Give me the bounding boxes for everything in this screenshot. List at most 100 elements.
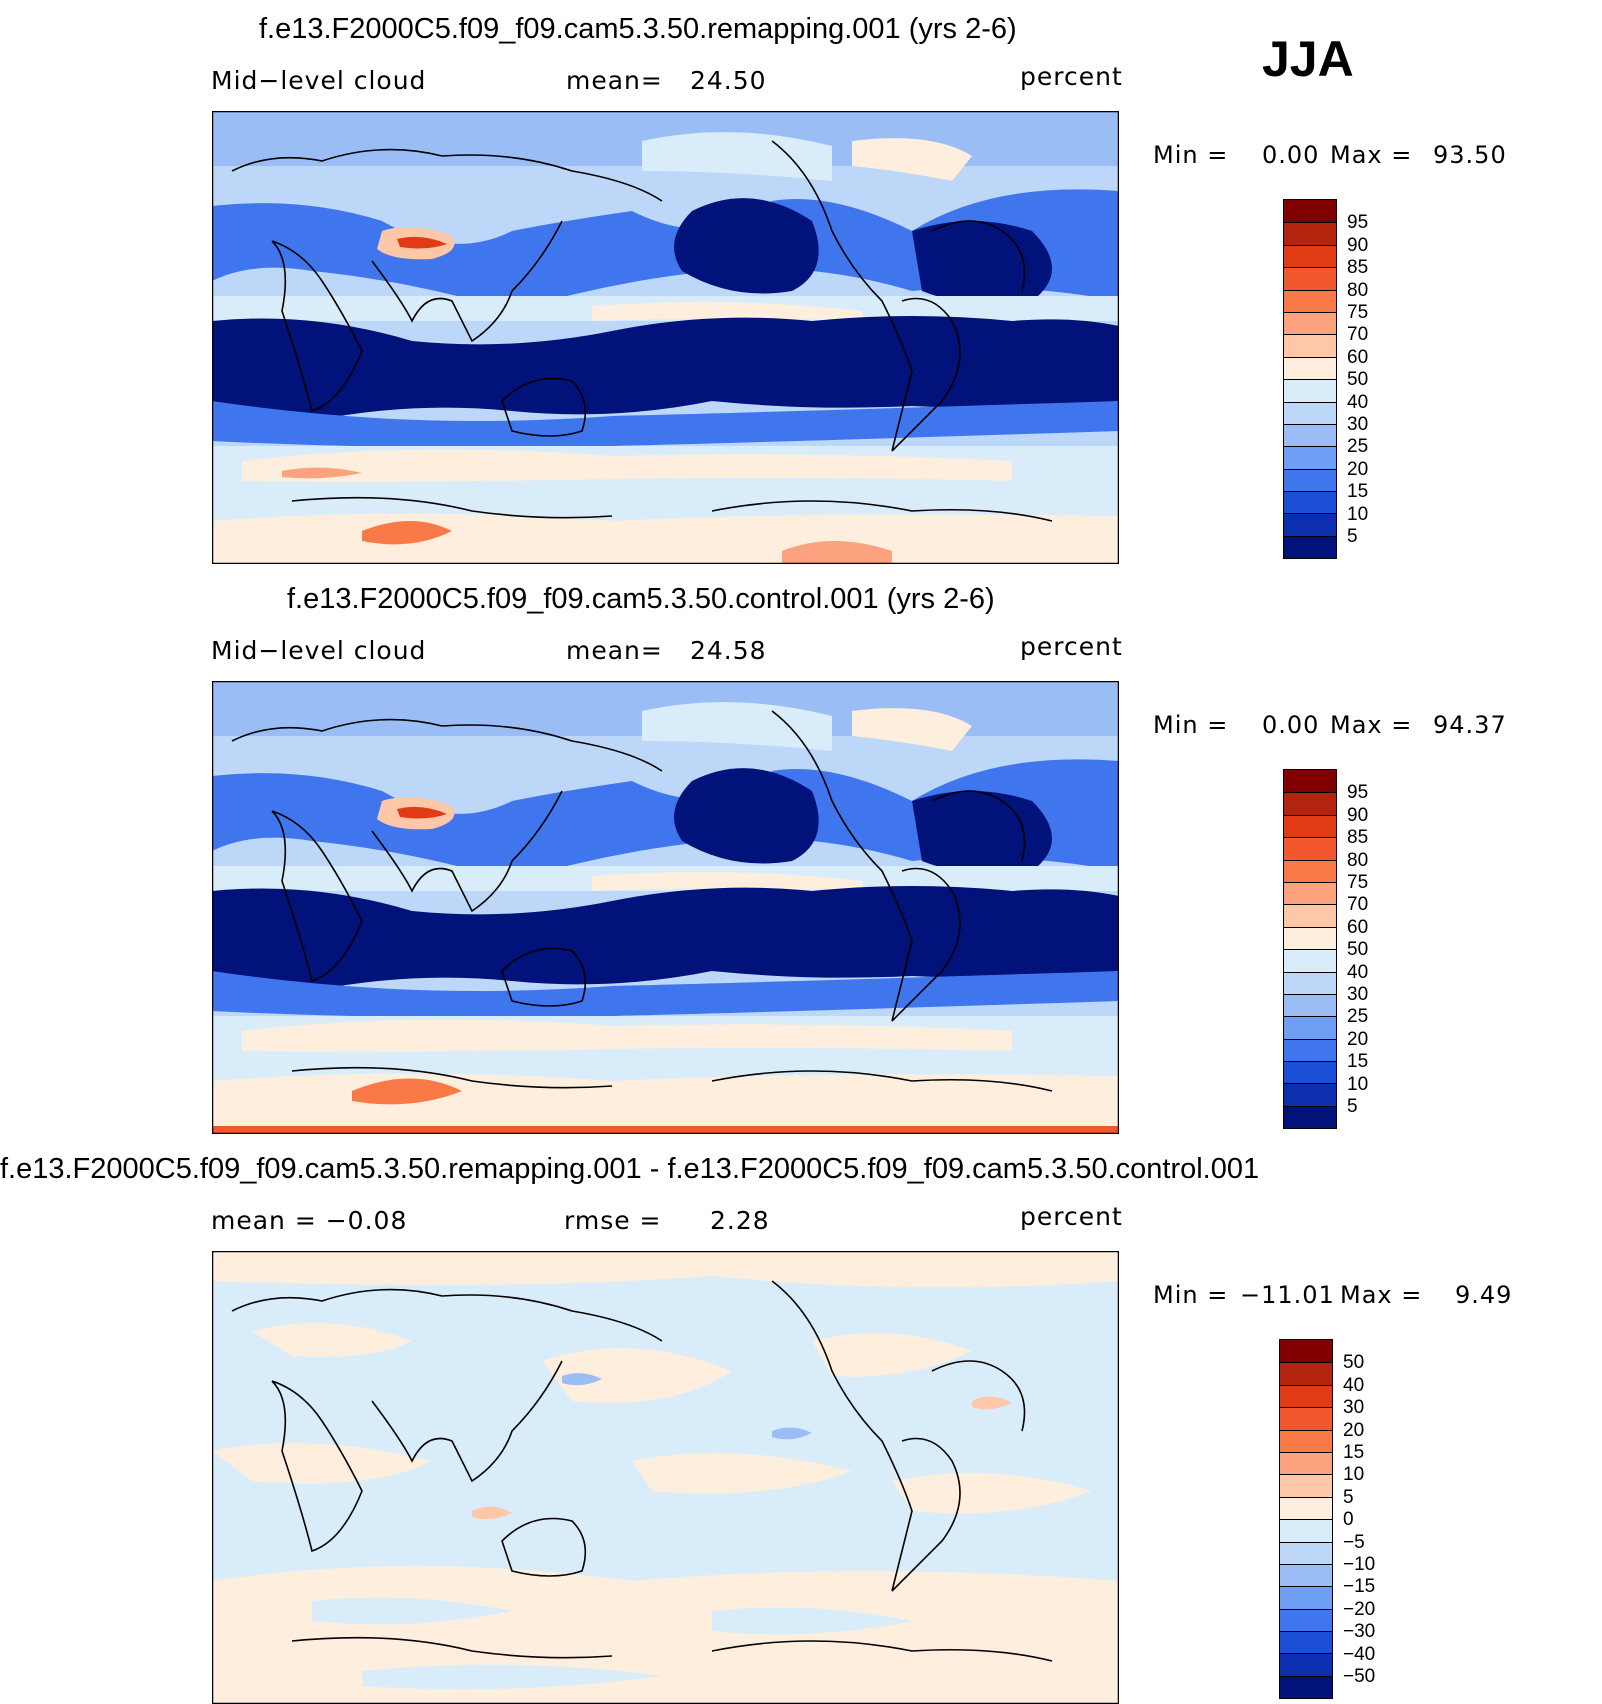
colorbar-swatch (1284, 244, 1336, 268)
colorbar-swatch (1284, 356, 1336, 380)
colorbar-tick-label: 50 (1347, 939, 1369, 961)
season-label: JJA (1262, 31, 1354, 87)
units-label: percent (1020, 1202, 1123, 1231)
colorbar-swatch (1284, 993, 1336, 1017)
colorbar-tick-label: 15 (1347, 1051, 1369, 1073)
max-value: 93.50 (1433, 141, 1507, 169)
colorbar-tick-label: −50 (1343, 1666, 1376, 1687)
colorbar-tick-label: 70 (1347, 324, 1369, 346)
panel-title: f.e13.F2000C5.f09_f09.cam5.3.50.control.… (287, 583, 995, 615)
colorbar-tick-label: 25 (1347, 436, 1369, 458)
mean-label: mean= (566, 636, 663, 665)
colorbar-tick-label: 50 (1347, 369, 1369, 391)
max-value: 94.37 (1433, 711, 1507, 739)
colorbar-tick-label: 20 (1347, 1028, 1369, 1050)
colorbar-tick-label: 10 (1347, 503, 1369, 525)
mean-label: mean= (566, 66, 663, 95)
max-label: Max = (1330, 141, 1413, 169)
colorbar-swatch (1284, 837, 1336, 860)
colorbar-swatch (1284, 949, 1336, 972)
colorbar-tick-label: 5 (1347, 1096, 1358, 1117)
colorbar-swatch (1280, 1608, 1332, 1632)
colorbar-tick-label: −20 (1343, 1598, 1376, 1620)
colorbar-swatch (1280, 1586, 1332, 1609)
colorbar-tick-label: 85 (1347, 257, 1369, 279)
mean-value: 24.58 (690, 636, 767, 665)
colorbar-tick-label: 40 (1347, 961, 1369, 983)
colorbar-swatch (1280, 1496, 1332, 1520)
colorbar-swatch (1284, 468, 1336, 492)
colorbar-swatch (1280, 1362, 1332, 1385)
colorbar-tick-label: 15 (1343, 1442, 1365, 1463)
colorbar-swatch (1280, 1429, 1332, 1452)
min-value: 0.00 (1262, 141, 1320, 169)
variable-label: Mid−level cloud (211, 66, 427, 95)
colorbar-tick-label: 40 (1347, 391, 1369, 413)
colorbar-swatch (1284, 289, 1336, 312)
colorbar-tick-label: 0 (1343, 1509, 1354, 1531)
colorbar-swatch (1280, 1519, 1332, 1542)
colorbar-tick-label: 75 (1347, 302, 1369, 323)
colorbar-swatch (1284, 926, 1336, 950)
colorbar-swatch (1284, 904, 1336, 927)
max-label: Max = (1340, 1281, 1423, 1309)
colorbar-tick-label: 85 (1347, 827, 1369, 849)
mean-value: 24.50 (690, 66, 767, 95)
colorbar-swatch (1284, 200, 1336, 223)
colorbar-swatch (1284, 401, 1336, 424)
colorbar-tick-label: −5 (1343, 1531, 1365, 1553)
colorbar-swatch (1284, 379, 1336, 402)
map-difference (212, 1251, 1119, 1704)
colorbar-tick-label: 80 (1347, 279, 1369, 301)
map-control (212, 681, 1119, 1134)
panel-title: f.e13.F2000C5.f09_f09.cam5.3.50.remappin… (0, 1153, 1260, 1185)
colorbar-swatch (1280, 1675, 1332, 1699)
units-label: percent (1020, 62, 1123, 91)
max-value: 9.49 (1455, 1281, 1513, 1309)
colorbar-tick-label: 60 (1347, 916, 1369, 938)
colorbar-swatch (1280, 1653, 1332, 1676)
colorbar-swatch (1284, 535, 1336, 559)
rmse-value: 2.28 (710, 1206, 770, 1235)
colorbar-swatches (1283, 199, 1337, 560)
colorbar-swatch (1284, 423, 1336, 447)
colorbar-tick-label: 75 (1347, 872, 1369, 893)
colorbar-tick-label: 90 (1347, 804, 1369, 826)
colorbar-tick-label: 50 (1343, 1352, 1365, 1374)
colorbar-swatch (1284, 770, 1336, 793)
map-remapping (212, 111, 1119, 564)
colorbar-swatch (1284, 446, 1336, 469)
colorbar-tick-label: 60 (1347, 346, 1369, 368)
colorbar-swatch (1284, 1083, 1336, 1106)
max-label: Max = (1330, 711, 1413, 739)
min-label: Min = (1153, 711, 1229, 739)
mean-label: mean = −0.08 (211, 1206, 408, 1235)
colorbar-tick-label: 80 (1347, 849, 1369, 871)
colorbar-tick-label: 15 (1347, 481, 1369, 503)
colorbar-swatch (1284, 1016, 1336, 1039)
colorbar-swatch (1280, 1340, 1332, 1363)
colorbar-swatch (1284, 222, 1336, 245)
min-label: Min = (1153, 141, 1229, 169)
units-label: percent (1020, 632, 1123, 661)
colorbar-tick-label: 30 (1343, 1397, 1365, 1419)
colorbar-swatches (1283, 769, 1337, 1130)
colorbar-tick-label: 20 (1343, 1419, 1365, 1441)
colorbar-swatch (1280, 1631, 1332, 1654)
min-value: −11.01 (1240, 1281, 1335, 1309)
colorbar-tick-label: 30 (1347, 984, 1369, 1005)
colorbar-tick-label: 70 (1347, 894, 1369, 916)
colorbar-tick-label: 5 (1343, 1486, 1354, 1508)
colorbar-tick-label: −30 (1343, 1621, 1376, 1643)
colorbar-tick-label: 30 (1347, 414, 1369, 435)
min-value: 0.00 (1262, 711, 1320, 739)
colorbar-swatches (1279, 1339, 1333, 1700)
colorbar-swatch (1284, 513, 1336, 536)
colorbar-swatch (1284, 1038, 1336, 1062)
colorbar-swatch (1284, 491, 1336, 514)
colorbar-swatch (1280, 1541, 1332, 1564)
colorbar-swatch (1280, 1407, 1332, 1430)
colorbar-swatch (1284, 971, 1336, 994)
colorbar-swatch (1284, 1061, 1336, 1084)
colorbar-tick-label: 10 (1343, 1464, 1365, 1486)
